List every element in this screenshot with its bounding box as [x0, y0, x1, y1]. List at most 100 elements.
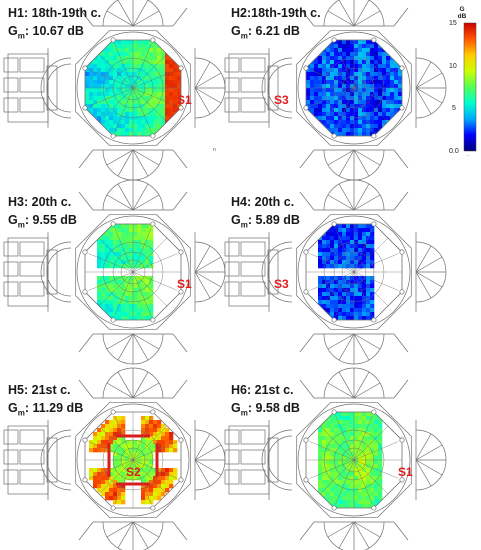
map-cell: [386, 96, 391, 101]
map-cell: [149, 300, 154, 305]
map-cell: [338, 248, 343, 253]
map-cell: [137, 240, 142, 245]
map-cell: [101, 64, 106, 69]
map-cell: [346, 416, 351, 421]
dome-rib: [98, 425, 134, 461]
corner-arm: [393, 521, 409, 541]
map-cell: [390, 100, 395, 105]
map-cell: [133, 296, 138, 301]
map-cell: [370, 316, 375, 320]
corner-arm: [299, 149, 315, 169]
map-cell: [314, 92, 319, 97]
map-cell: [358, 508, 362, 512]
map-cell: [338, 56, 343, 61]
map-cell: [350, 504, 355, 508]
apse-rib: [353, 521, 370, 549]
map-cell: [354, 120, 359, 125]
map-cell: [330, 284, 335, 289]
map-cell: [350, 312, 355, 317]
bottom-apse: [323, 521, 385, 550]
map-cell: [141, 284, 146, 289]
map-cell: [161, 56, 166, 61]
map-cell: [141, 420, 146, 425]
map-cell: [346, 316, 351, 320]
map-cell: [346, 260, 351, 265]
map-cell: [334, 412, 339, 417]
panel-title-h4: H4: 20th c.: [231, 195, 295, 209]
map-cell: [330, 60, 335, 65]
map-cell: [338, 316, 343, 320]
apse-rib: [327, 194, 355, 211]
map-cell: [153, 420, 158, 425]
map-cell: [338, 48, 343, 53]
map-cell: [113, 60, 118, 65]
map-cell: [346, 132, 351, 136]
map-cell: [113, 256, 118, 261]
map-cell: [346, 76, 351, 81]
map-cell: [129, 444, 134, 449]
map-cell: [342, 68, 347, 73]
map-cell: [362, 292, 367, 297]
map-cell: [370, 224, 375, 229]
map-cell: [145, 96, 150, 101]
map-cell: [105, 76, 110, 81]
map-cell: [374, 420, 379, 425]
map-cell: [89, 80, 94, 85]
map-cell: [354, 280, 359, 285]
dome-rib: [98, 459, 134, 495]
map-cell: [121, 296, 126, 301]
map-cell: [121, 440, 126, 445]
map-cell: [161, 436, 166, 441]
map-cell: [334, 280, 339, 285]
map-cell: [109, 100, 114, 105]
map-cell: [141, 440, 146, 445]
map-cell: [362, 232, 367, 237]
map-cell: [378, 76, 383, 81]
map-cell: [169, 92, 174, 97]
map-cell: [370, 472, 375, 477]
map-cell: [149, 232, 154, 237]
map-cell: [137, 312, 142, 317]
map-cell: [350, 252, 355, 257]
map-cell: [326, 56, 331, 61]
map-cell: [358, 100, 363, 105]
map-cell: [394, 40, 399, 45]
map-cell: [354, 508, 358, 512]
map-cell: [326, 132, 331, 136]
map-cell: [330, 52, 335, 57]
map-cell: [165, 432, 170, 437]
outer-ring: [297, 31, 411, 145]
map-cell: [109, 84, 114, 89]
map-cell: [310, 76, 315, 81]
map-cell: [101, 76, 106, 81]
map-cell: [129, 232, 134, 237]
map-cell: [109, 432, 114, 437]
map-cell: [326, 504, 331, 508]
map-cell: [89, 88, 94, 93]
map-cell: [145, 296, 150, 301]
map-cell: [105, 92, 110, 97]
map-cell: [113, 484, 118, 489]
map-cell: [145, 484, 150, 489]
map-cell: [117, 480, 122, 485]
map-cell: [358, 312, 363, 317]
map-cell: [133, 452, 138, 457]
map-cell: [370, 124, 375, 129]
outer-ring: [76, 215, 190, 329]
apse-rib: [338, 371, 355, 399]
map-cell: [330, 420, 335, 425]
map-cell: [117, 280, 122, 285]
map-cell: [145, 448, 150, 453]
map-cell: [362, 288, 367, 293]
map-cell: [125, 64, 130, 69]
map-cell: [342, 40, 347, 45]
map-cell: [161, 120, 166, 125]
map-cell: [153, 436, 158, 441]
map-cell: [161, 112, 166, 117]
pier: [178, 105, 184, 111]
map-cell: [161, 476, 166, 481]
map-cell: [330, 500, 335, 505]
map-cell: [121, 224, 126, 229]
map-cell: [326, 448, 331, 453]
